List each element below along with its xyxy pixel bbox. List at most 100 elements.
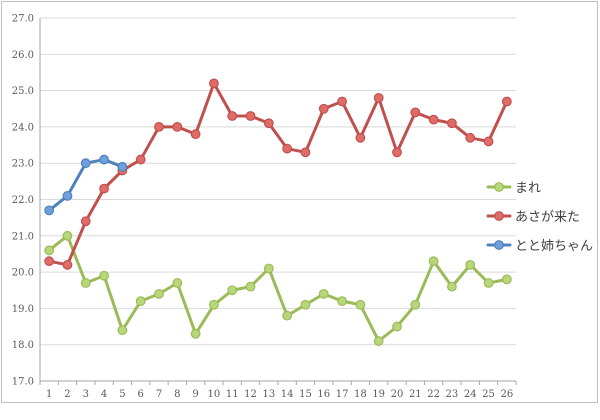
x-tick-label: 26 <box>500 389 513 400</box>
series-1-point <box>263 263 274 274</box>
x-tick-label: 18 <box>354 389 367 400</box>
series-line-2 <box>47 81 509 267</box>
series-2-point <box>355 132 366 143</box>
series-2-point <box>190 129 201 140</box>
y-tick-label: 24.0 <box>12 122 34 133</box>
y-tick-label: 22.0 <box>12 195 34 206</box>
series-2-point <box>501 96 512 107</box>
series-1-point <box>373 336 384 346</box>
series-2-point <box>227 111 238 121</box>
series-3-point <box>62 190 73 201</box>
series-1-point <box>117 325 128 336</box>
series-1-point <box>209 299 219 310</box>
series-2-point <box>318 103 329 114</box>
series-1-point <box>318 288 329 299</box>
series-2-point <box>135 154 146 165</box>
series-2-point <box>373 92 384 103</box>
series-2-point <box>465 132 476 143</box>
x-tick-label: 10 <box>208 389 221 400</box>
series-1-point <box>99 270 109 281</box>
series-3-point <box>99 154 109 165</box>
series-1-point <box>337 296 347 307</box>
x-tick-label: 17 <box>336 389 349 400</box>
series-1-point <box>190 328 201 339</box>
y-tick-label: 19.0 <box>12 304 34 315</box>
series-2-point <box>154 121 164 132</box>
y-tick-label: 26.0 <box>12 50 34 61</box>
series-1-point <box>154 288 164 299</box>
series-3-point <box>80 158 91 169</box>
series-2-point <box>209 78 219 89</box>
x-tick-label: 23 <box>446 389 459 400</box>
series-1-point <box>80 278 91 288</box>
legend-swatch-marker <box>494 182 504 192</box>
x-tick-label: 25 <box>482 389 495 400</box>
x-tick-label: 15 <box>299 389 312 400</box>
series-2-point <box>337 96 347 107</box>
series-2-point <box>44 256 55 267</box>
x-tick-label: 7 <box>156 389 162 400</box>
series-2-point <box>447 118 457 129</box>
x-tick-label: 11 <box>226 389 239 400</box>
series-2-point <box>80 216 91 227</box>
x-tick-label: 19 <box>372 389 385 400</box>
x-tick-label: 20 <box>391 389 404 400</box>
series-1-point <box>447 281 457 292</box>
x-tick-label: 13 <box>262 389 275 400</box>
x-tick-label: 16 <box>317 389 330 400</box>
y-tick-label: 20.0 <box>12 268 34 279</box>
series-1-point <box>410 299 421 310</box>
series-2-point <box>263 118 274 129</box>
x-tick-label: 14 <box>281 389 294 400</box>
x-tick-label: 5 <box>119 389 125 400</box>
legend-swatch-marker <box>494 240 504 250</box>
series-2-point <box>428 114 439 125</box>
series-1-point <box>282 310 293 321</box>
series-1-point <box>501 274 512 285</box>
series-1-point <box>245 281 256 292</box>
series-1-point <box>483 278 494 288</box>
series-2-point <box>62 259 73 270</box>
x-tick-label: 2 <box>64 389 70 400</box>
series-1-point <box>428 256 439 267</box>
x-tick-label: 3 <box>83 389 89 400</box>
series-1-point <box>392 321 402 332</box>
y-tick-label: 21.0 <box>12 231 34 242</box>
series-3-point <box>44 205 55 216</box>
series-2-point <box>282 143 293 154</box>
x-tick-label: 4 <box>101 389 107 400</box>
series-1-point <box>355 299 366 310</box>
legend-label: まれ <box>515 181 541 196</box>
y-tick-label: 18.0 <box>12 340 34 351</box>
series-1-point <box>172 278 183 288</box>
series-2-point <box>410 107 421 118</box>
y-tick-label: 17.0 <box>12 377 34 388</box>
chart-frame <box>1 1 598 403</box>
series-2-point <box>483 136 494 147</box>
series-2-point <box>99 183 109 194</box>
y-tick-label: 27.0 <box>12 14 34 25</box>
x-tick-label: 24 <box>464 389 477 400</box>
legend-swatch-marker <box>494 211 504 221</box>
series-1-point <box>300 299 311 310</box>
x-tick-label: 8 <box>174 389 180 400</box>
series-2-point <box>245 111 256 121</box>
y-tick-label: 25.0 <box>12 86 34 97</box>
x-tick-label: 22 <box>427 389 440 400</box>
x-tick-label: 21 <box>409 389 422 400</box>
x-tick-label: 6 <box>138 389 144 400</box>
series-1-point <box>44 245 55 256</box>
series-1-point <box>135 296 146 307</box>
legend-label: あさが来た <box>515 210 580 225</box>
series-1-point <box>227 285 238 296</box>
series-2-point <box>172 121 183 132</box>
series-1-point <box>62 230 73 241</box>
legend-label: とと姉ちゃん <box>515 239 593 254</box>
series-line-1 <box>47 234 509 343</box>
series-2-point <box>300 147 311 158</box>
series-1-point <box>465 259 476 270</box>
x-tick-label: 12 <box>244 389 257 400</box>
x-tick-label: 9 <box>192 389 198 400</box>
series-2-point <box>392 147 402 158</box>
